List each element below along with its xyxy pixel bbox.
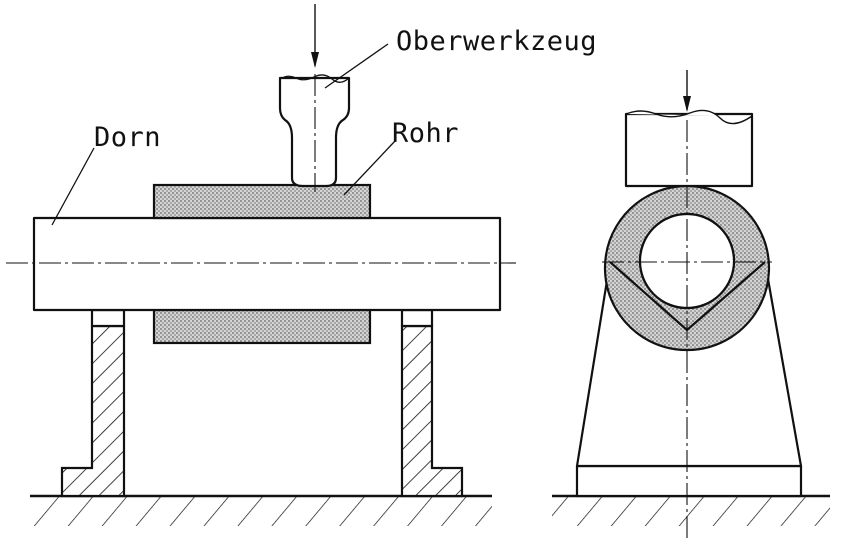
leader-tube xyxy=(343,140,396,196)
label-tube: Rohr xyxy=(392,118,459,149)
v-block-base xyxy=(575,464,803,498)
tube-upper xyxy=(152,183,372,220)
support-left xyxy=(60,308,126,498)
upper-tool-front xyxy=(278,74,351,192)
mandrel xyxy=(32,216,502,312)
ground-left xyxy=(30,494,492,526)
force-arrow-right xyxy=(683,70,691,112)
side-view xyxy=(552,70,830,540)
leader-mandrel xyxy=(51,147,95,226)
upper-tool-side xyxy=(624,109,754,188)
leader-upper-tool xyxy=(324,43,389,89)
front-view xyxy=(6,4,516,526)
label-mandrel: Dorn xyxy=(94,122,161,153)
ground-right xyxy=(552,494,830,526)
force-arrow-left xyxy=(311,4,319,68)
label-upper-tool: Oberwerkzeug xyxy=(396,26,597,57)
support-right xyxy=(400,308,464,498)
tube-lower xyxy=(152,308,372,345)
